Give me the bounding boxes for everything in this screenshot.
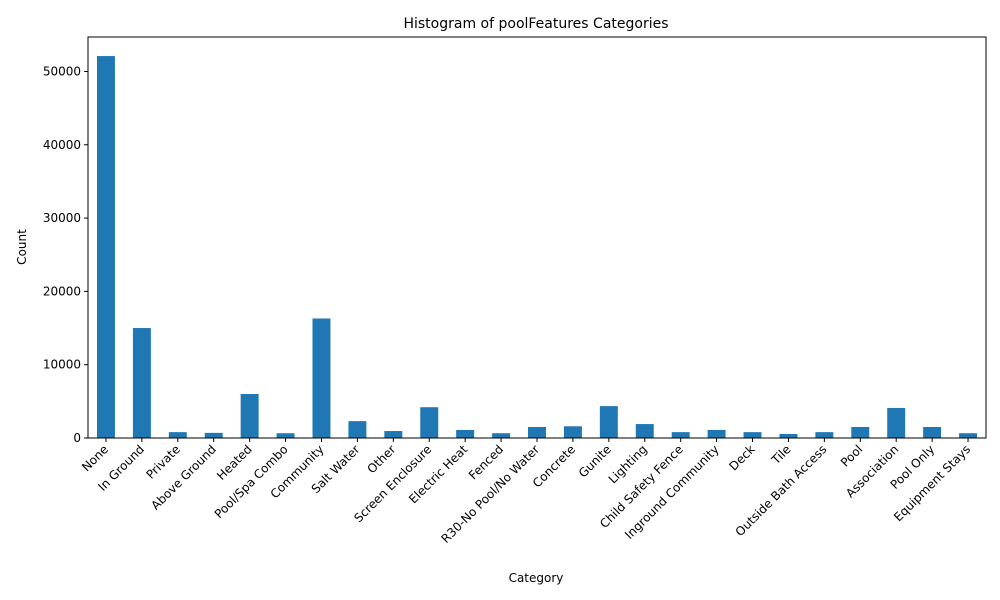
x-tick-label: Tile xyxy=(768,442,793,467)
y-tick-label: 0 xyxy=(73,431,81,445)
bar xyxy=(492,433,511,438)
bar xyxy=(276,433,295,438)
bar xyxy=(96,56,115,438)
bar xyxy=(599,406,618,438)
y-axis-label: Count xyxy=(15,229,29,265)
x-tick-label: Deck xyxy=(726,442,757,473)
bar xyxy=(563,426,582,438)
bar xyxy=(384,431,403,438)
bar xyxy=(671,432,690,438)
bar xyxy=(132,328,151,438)
bar xyxy=(959,433,978,438)
y-tick-label: 40000 xyxy=(43,138,81,152)
bar xyxy=(887,407,906,438)
y-tick-label: 10000 xyxy=(43,358,81,372)
y-tick-label: 20000 xyxy=(43,284,81,298)
bar xyxy=(312,318,331,438)
y-axis-ticks: 0 10000 20000 30000 40000 50000 xyxy=(43,64,88,445)
bar xyxy=(635,424,654,438)
y-tick-label: 30000 xyxy=(43,211,81,225)
bars-group xyxy=(96,56,978,438)
bar xyxy=(743,432,762,438)
bar xyxy=(528,427,546,438)
chart-title: Histogram of poolFeatures Categories xyxy=(403,16,668,32)
bar xyxy=(240,394,259,438)
bar xyxy=(348,421,367,438)
bar xyxy=(707,429,726,438)
x-tick-label: Above Ground xyxy=(148,442,218,512)
x-tick-label: Other xyxy=(364,442,398,476)
y-tick-label: 50000 xyxy=(43,64,81,78)
bar xyxy=(851,427,870,438)
plot-frame xyxy=(87,36,987,439)
bar xyxy=(204,432,223,438)
bar xyxy=(168,432,187,438)
x-tick-label: None xyxy=(79,442,111,474)
bar xyxy=(456,429,475,438)
bar xyxy=(923,427,942,438)
bar xyxy=(420,407,439,438)
x-tick-label: Pool xyxy=(838,442,865,469)
x-axis-label: Category xyxy=(509,571,564,585)
bar xyxy=(779,433,798,438)
bar xyxy=(815,432,834,438)
